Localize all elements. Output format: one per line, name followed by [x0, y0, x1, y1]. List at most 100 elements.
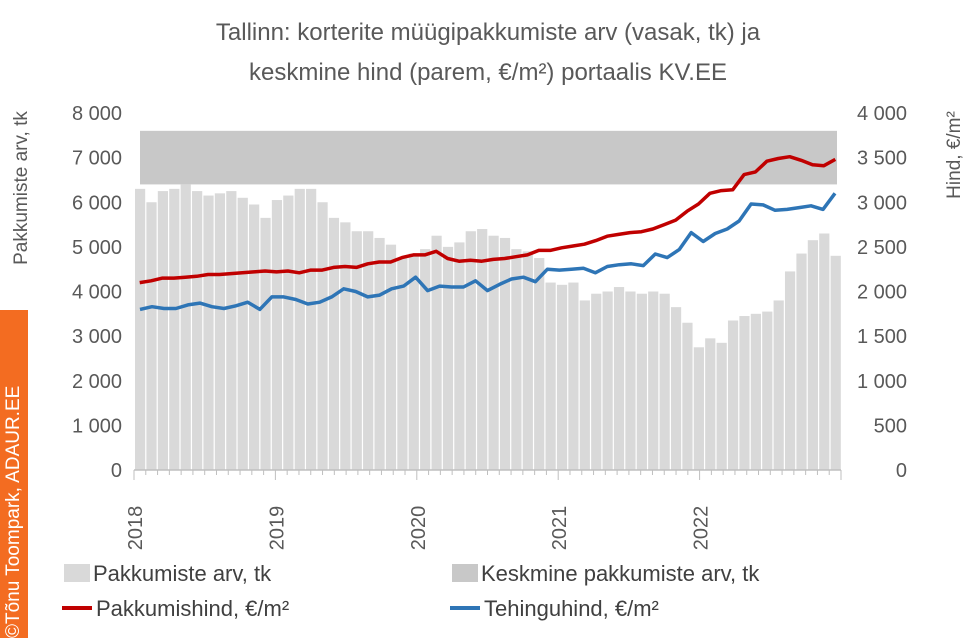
y-left-tick-8: 8 000	[72, 103, 122, 125]
bar-56	[773, 300, 784, 470]
bar-45	[648, 291, 659, 470]
bar-1	[146, 202, 157, 470]
bar-6	[203, 195, 214, 470]
bar-24	[408, 253, 419, 470]
y-right-tick-2: 1 000	[857, 371, 907, 393]
bar-26	[431, 235, 442, 470]
y-left-tick-7: 7 000	[72, 148, 122, 170]
average-band-layer	[140, 130, 837, 185]
bar-34	[522, 251, 533, 470]
bar-5	[192, 191, 203, 470]
bar-42	[613, 287, 625, 470]
bar-31	[488, 235, 499, 470]
y-axis-left-title: Pakkumiste arv, tk	[11, 111, 32, 265]
bar-17	[328, 217, 340, 470]
bar-7	[214, 193, 226, 470]
y-left-tick-0: 0	[111, 460, 122, 482]
bar-16	[317, 202, 328, 470]
y-right-tick-0: 0	[896, 460, 907, 482]
legend-swatch-band	[452, 564, 478, 582]
bar-25	[420, 249, 431, 470]
chart-title-line-1: Tallinn: korterite müügipakkumiste arv (…	[216, 19, 761, 46]
bar-13	[283, 195, 294, 470]
bar-53	[739, 316, 750, 470]
bar-19	[351, 231, 362, 470]
y-right-tick-3: 1 500	[857, 326, 907, 348]
bar-41	[602, 291, 613, 470]
x-tick-2021: 2021	[549, 506, 571, 551]
average-band	[140, 130, 837, 185]
y-left-tick-4: 4 000	[72, 282, 122, 304]
bar-36	[545, 282, 556, 470]
line-series-0	[139, 154, 837, 285]
bar-40	[591, 293, 602, 470]
bar-46	[659, 293, 670, 470]
bar-21	[374, 237, 385, 470]
bar-20	[363, 231, 374, 470]
bar-43	[625, 291, 636, 470]
x-tick-2020: 2020	[408, 506, 430, 551]
y-right-tick-6: 3 000	[857, 192, 907, 214]
bar-4	[180, 184, 191, 470]
bar-57	[784, 271, 796, 470]
bar-28	[454, 242, 465, 470]
line-series-layer	[139, 154, 837, 312]
bar-11	[260, 217, 271, 470]
y-right-tick-7: 3 500	[857, 148, 907, 170]
chart-title-line-2: keskmine hind (parem, €/m²) portaalis KV…	[249, 59, 727, 86]
bar-9	[237, 197, 248, 470]
bar-27	[442, 246, 454, 470]
legend: Pakkumiste arv, tk Keskmine pakkumiste a…	[62, 561, 760, 621]
bar-10	[249, 204, 260, 470]
legend-label-transaction-price: Tehinguhind, €/m²	[484, 596, 659, 621]
bar-22	[385, 244, 397, 470]
legend-label-bars: Pakkumiste arv, tk	[93, 561, 272, 586]
bar-58	[796, 253, 807, 470]
bar-44	[636, 293, 647, 470]
bar-series-layer	[135, 184, 841, 471]
y-left-tick-1: 1 000	[72, 415, 122, 437]
bar-35	[534, 258, 545, 470]
bar-48	[682, 322, 693, 470]
bar-30	[477, 229, 488, 470]
bar-61	[830, 255, 841, 470]
legend-label-band: Keskmine pakkumiste arv, tk	[481, 561, 760, 586]
x-tick-2018: 2018	[125, 506, 147, 551]
bar-49	[693, 347, 704, 470]
bar-33	[511, 249, 522, 470]
bar-38	[568, 282, 579, 470]
y-left-tick-2: 2 000	[72, 371, 122, 393]
y-axis-right-title: Hind, €/m²	[944, 111, 965, 199]
bar-55	[762, 311, 773, 470]
bar-8	[226, 191, 237, 470]
bar-0	[135, 188, 146, 471]
credit-box	[0, 310, 28, 638]
bar-14	[294, 188, 305, 471]
bar-54	[750, 313, 761, 470]
bar-50	[705, 338, 716, 470]
bar-23	[397, 258, 408, 470]
credit-text: ©Tõnu Toompark, ADAUR.EE	[3, 385, 24, 638]
bar-18	[340, 222, 351, 470]
bar-59	[807, 240, 818, 470]
bar-39	[579, 300, 590, 470]
y-right-tick-8: 4 000	[857, 103, 907, 125]
bar-3	[169, 188, 180, 471]
legend-swatch-bars	[64, 564, 90, 582]
y-left-tick-3: 3 000	[72, 326, 122, 348]
bar-2	[157, 191, 169, 470]
axis-layer: 0 1 000 2 000 3 000 4 000 5 000 6 000 7 000 8 00…	[72, 103, 907, 550]
bar-47	[670, 307, 682, 470]
x-tick-2022: 2022	[691, 506, 713, 551]
x-tick-2019: 2019	[266, 506, 288, 551]
bar-52	[727, 320, 739, 470]
y-right-tick-4: 2 000	[857, 282, 907, 304]
bar-60	[819, 233, 830, 470]
bar-51	[716, 342, 727, 470]
y-left-tick-5: 5 000	[72, 237, 122, 259]
y-right-tick-5: 2 500	[857, 237, 907, 259]
bar-32	[499, 237, 511, 470]
bar-29	[465, 231, 476, 470]
y-right-tick-1: 500	[874, 415, 907, 437]
